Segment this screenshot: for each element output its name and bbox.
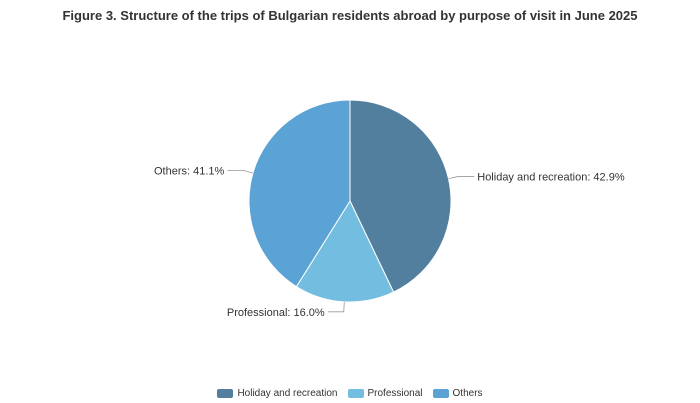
- legend-label-others: Others: [452, 388, 483, 399]
- leader-line-others: [227, 169, 254, 174]
- legend-label-professional: Professional: [367, 388, 423, 399]
- legend-swatch-holiday: [217, 389, 234, 398]
- data-label-holiday: Holiday and recreation: 42.9%: [477, 171, 625, 183]
- pie-slice-holiday[interactable]: [349, 99, 452, 293]
- legend-label-holiday: Holiday and recreation: [237, 388, 338, 399]
- data-label-others: Others: 41.1%: [154, 165, 225, 177]
- legend-swatch-others: [432, 389, 449, 398]
- data-label-professional: Professional: 16.0%: [227, 307, 325, 319]
- pie-slice-professional[interactable]: [295, 199, 395, 303]
- chart-legend: Holiday and recreation Professional Othe…: [0, 388, 700, 399]
- legend-swatch-professional: [347, 389, 364, 398]
- legend-item-holiday[interactable]: Holiday and recreation: [217, 388, 338, 399]
- legend-item-professional[interactable]: Professional: [347, 388, 423, 399]
- legend-item-others[interactable]: Others: [432, 388, 483, 399]
- leader-line-professional: [327, 301, 345, 313]
- chart-title: Figure 3. Structure of the trips of Bulg…: [62, 8, 638, 23]
- leader-line-holiday: [448, 176, 475, 180]
